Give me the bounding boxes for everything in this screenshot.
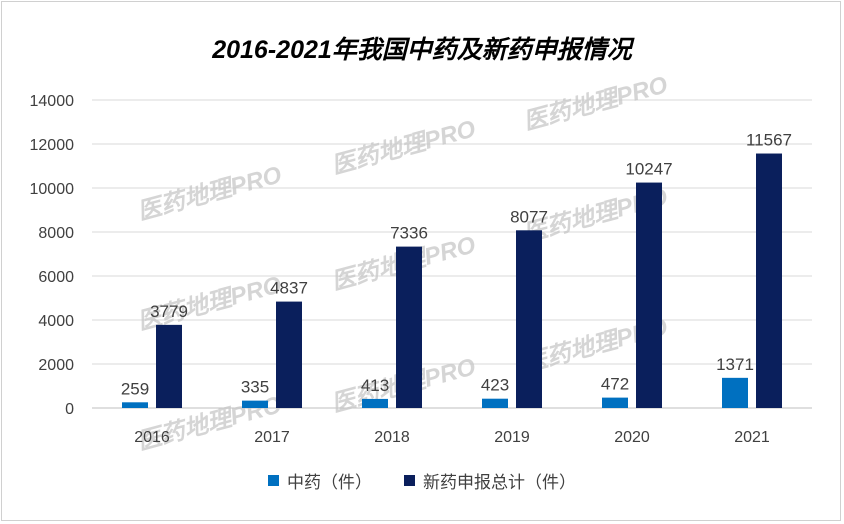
data-label-new-drug: 4837 [270,279,308,298]
y-tick-label: 8000 [38,225,74,242]
data-label-new-drug: 10247 [625,160,672,179]
y-tick-label: 2000 [38,357,74,374]
x-tick-label: 2016 [134,429,170,446]
legend-swatch-new-drug [404,475,415,486]
bar-tcm [242,400,268,408]
data-label-new-drug: 7336 [390,224,428,243]
bar-new-drug [276,301,302,408]
legend-swatch-tcm [268,475,279,486]
legend-item-new-drug: 新药申报总计（件） [404,468,576,493]
y-tick-label: 6000 [38,269,74,286]
y-tick-label: 12000 [30,137,75,154]
x-tick-label: 2018 [374,429,410,446]
watermark-text: 医药地理PRO [329,115,479,179]
watermark-text: 医药地理PRO [135,161,285,225]
bar-tcm [362,398,388,408]
x-tick-label: 2021 [734,429,770,446]
data-label-tcm: 259 [121,379,149,398]
bar-new-drug [756,153,782,408]
bar-tcm [602,397,628,408]
y-tick-label: 14000 [30,93,75,110]
data-label-new-drug: 11567 [746,131,792,150]
chart-title: 2016-2021年我国中药及新药申报情况 [212,36,632,64]
bar-tcm [122,402,148,408]
data-label-new-drug: 3779 [150,302,188,321]
x-tick-label: 2020 [614,429,650,446]
bar-new-drug [156,324,182,408]
watermark-text: 医药地理PRO [521,71,671,135]
x-tick-label: 2019 [494,429,530,446]
bar-new-drug [516,230,542,408]
data-label-tcm: 335 [241,378,269,397]
data-label-tcm: 423 [481,376,509,395]
bar-tcm [722,377,748,408]
data-label-tcm: 413 [361,376,389,395]
y-tick-label: 4000 [38,313,74,330]
legend-label-tcm: 中药（件） [287,473,372,492]
data-label-new-drug: 8077 [510,207,548,226]
bar-tcm [482,398,508,408]
legend-label-new-drug: 新药申报总计（件） [423,473,576,492]
data-label-tcm: 472 [601,375,629,394]
x-tick-label: 2017 [254,429,290,446]
data-label-tcm: 1371 [716,355,754,374]
y-tick-label: 0 [65,401,74,418]
y-tick-label: 10000 [30,181,75,198]
legend-item-tcm: 中药（件） [268,468,372,493]
bar-new-drug [636,182,662,408]
bar-new-drug [396,246,422,408]
legend: 中药（件） 新药申报总计（件） [0,468,844,493]
